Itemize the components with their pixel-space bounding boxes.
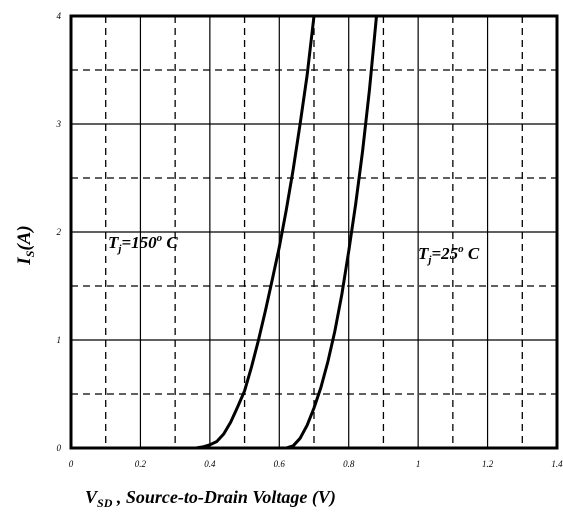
x-tick-label: 0.4: [204, 459, 216, 469]
annotation-tj-25-unit: C: [464, 244, 480, 263]
annotation-tj-150: Tj=150o C: [108, 232, 178, 255]
x-tick-label: 0.6: [274, 459, 286, 469]
y-tick-label: 0: [57, 443, 62, 453]
x-axis-label-rest: , Source-to-Drain Voltage (V): [112, 487, 336, 508]
x-tick-label: 0.2: [135, 459, 147, 469]
y-tick-label: 4: [57, 11, 62, 21]
y-tick-label: 2: [57, 227, 62, 237]
annotation-tj-150-text: =150: [121, 233, 157, 252]
annotation-tj-25-text: =25: [431, 244, 458, 263]
annotation-tj-150-unit: C: [162, 233, 178, 252]
annotation-tj-150-sub: j: [116, 243, 122, 255]
y-axis-label-rest: (A): [14, 225, 35, 250]
x-tick-label: 0.8: [343, 459, 355, 469]
annotation-tj-150-base: T: [108, 233, 119, 252]
y-tick-labels: 0 1 2 3 4: [56, 11, 62, 453]
plot-frame: [69, 14, 559, 450]
series-layer: [194, 14, 378, 450]
x-axis-label-main: V: [85, 487, 99, 507]
y-tick-label: 3: [56, 119, 62, 129]
annotation-tj-25-sub: j: [426, 254, 432, 266]
x-tick-label: 1: [416, 459, 421, 469]
x-axis-label: VSD , Source-to-Drain Voltage (V): [85, 487, 336, 510]
series-line-2: [284, 14, 378, 450]
series-line-1: [194, 14, 316, 450]
y-axis-label-subscript: S: [23, 250, 37, 257]
y-tick-label: 1: [57, 335, 62, 345]
y-axis-label-main: I: [14, 257, 35, 266]
x-axis-label-subscript: SD: [97, 496, 113, 510]
x-tick-labels: 0 0.2 0.4 0.6 0.8 1 1.2 1.4: [69, 459, 563, 469]
annotation-tj-25-base: T: [418, 244, 429, 263]
annotation-tj-150-sup: o: [157, 232, 163, 244]
x-tick-label: 1.4: [551, 459, 563, 469]
annotation-tj-25: Tj=25o C: [418, 243, 480, 266]
annotation-tj-25-sup: o: [458, 243, 464, 255]
y-axis-label: IS(A): [14, 225, 37, 265]
x-tick-label: 0: [69, 459, 74, 469]
x-tick-label: 1.2: [482, 459, 494, 469]
